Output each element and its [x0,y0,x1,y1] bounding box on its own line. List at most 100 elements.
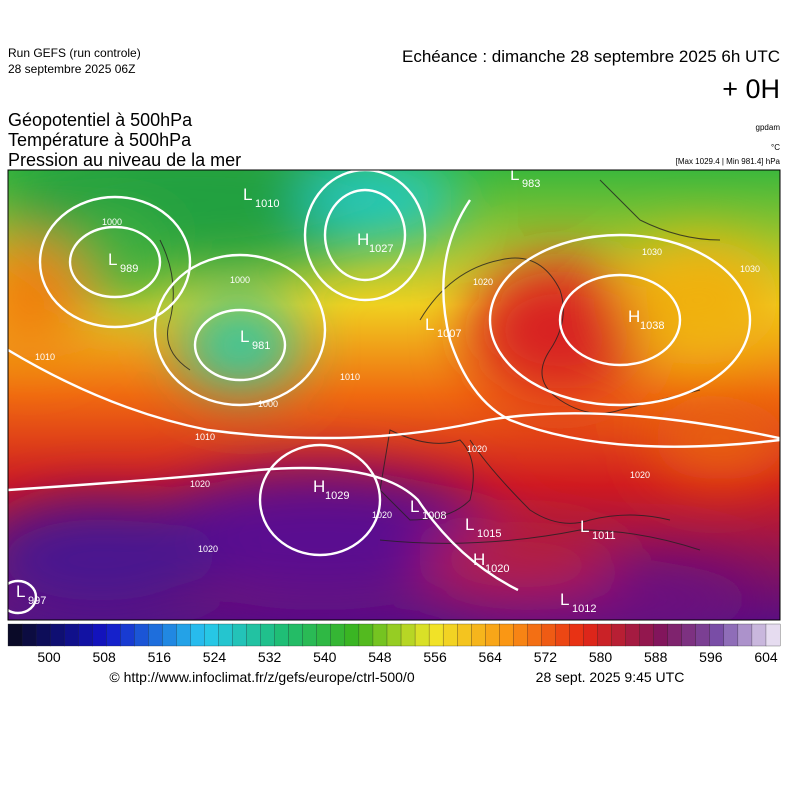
colorbar-swatch [471,623,486,647]
colorbar-swatch [653,623,669,647]
isobar-label: 1010 [195,432,215,442]
center-pressure: 1015 [477,528,501,540]
center-letter: L [240,327,249,346]
colorbar-swatch [583,623,598,647]
colorbar-swatch [232,623,248,647]
colorbar-swatch [667,623,683,647]
field: Pression au niveau de la mer [8,150,241,170]
colorbar-swatch [134,623,149,647]
map-frame [7,169,781,621]
colorbar-swatch [485,623,500,647]
center-pressure: 983 [522,178,540,190]
colorbar-swatch [400,623,416,647]
isobar-label: 1020 [372,510,392,520]
colorbar-swatch [106,623,121,647]
colorbar-swatch [302,623,318,647]
colorbar-label: 588 [644,649,668,665]
colorbar-label: 596 [699,649,723,665]
colorbar-swatch [499,623,514,647]
center-letter: L [465,515,474,534]
colorbar-label: 572 [534,649,558,665]
colorbar-swatch [555,623,570,647]
colorbar-label: 548 [368,649,392,665]
center-letter: L [243,185,252,204]
center-letter: L [425,315,434,334]
colorbar-label: 508 [92,649,116,665]
colorbar-swatch [35,623,51,647]
colorbar-swatch [92,623,107,647]
unit: gpdam [756,123,781,132]
isobar-label: 1010 [35,352,55,362]
center-letter: L [16,582,25,601]
colorbar-swatch [513,623,528,647]
colorbar-label: 604 [754,649,778,665]
isobar-label: 1020 [630,470,650,480]
center-letter: L [108,250,117,269]
colorbar-swatch [162,623,177,647]
run: Run GEFS (run controle) [8,46,141,60]
colorbar-swatch [737,623,753,647]
isobar-label: 1000 [102,217,122,227]
colorbar-swatch [218,623,234,647]
isobar-label: 1020 [467,444,487,454]
center-pressure: 1007 [437,328,461,340]
center-letter: H [628,307,640,326]
colorbar-swatch [569,623,584,647]
colorbar-swatch [344,623,360,647]
colorbar-swatch [78,623,93,647]
colorbar-swatch [541,623,556,647]
colorbar-swatch [442,623,458,647]
isobar-label: 1000 [258,399,278,409]
isobar-label: 1010 [340,372,360,382]
colorbar-swatch [681,623,697,647]
colorbar-swatch [765,623,781,647]
isobar-label: 1020 [473,277,493,287]
colorbar-swatch [597,623,613,647]
center-pressure: 1008 [422,510,446,522]
generated: 28 sept. 2025 9:45 UTC [536,669,685,685]
center-pressure: 981 [252,340,270,352]
colorbar-swatch [204,623,219,647]
lead-time: + 0H [722,74,780,104]
colorbar-swatch [274,623,290,647]
colorbar-swatch [639,623,655,647]
center-letter: L [510,165,519,184]
colorbar-swatch [695,623,711,647]
colorbar-swatch [288,623,304,647]
center-pressure: 989 [120,263,138,275]
colorbar-swatch [316,623,332,647]
colorbar-swatch [428,623,444,647]
isobar-label: 1030 [642,247,662,257]
colorbar-swatch [21,623,37,647]
colorbar-label: 556 [423,649,447,665]
center-letter: L [580,517,589,536]
isobar-label: 1020 [190,479,210,489]
field: Température à 500hPa [8,130,192,150]
colorbar-label: 564 [479,649,503,665]
center-pressure: 1010 [255,198,279,210]
colorbar-label: 540 [313,649,337,665]
colorbar-swatch [611,623,627,647]
field: Géopotentiel à 500hPa [8,110,193,130]
center-letter: L [560,590,569,609]
unit: °C [771,143,780,152]
center-pressure: 1020 [485,563,509,575]
colorbar-swatch [457,623,472,647]
colorbar-swatch [49,623,65,647]
echeance: Echéance : dimanche 28 septembre 2025 6h… [402,47,780,66]
colorbar-swatch [386,623,402,647]
colorbar-swatch [63,623,79,647]
colorbar-swatch [260,623,276,647]
colorbar-label: 516 [148,649,172,665]
run-date: 28 septembre 2025 06Z [8,62,135,76]
colorbar-swatch [723,623,739,647]
colorbar-swatch [625,623,641,647]
colorbar-swatch [709,623,725,647]
center-letter: H [313,477,325,496]
range: [Max 1029.4 | Min 981.4] hPa [676,157,781,166]
isobar-label: 1000 [230,275,250,285]
colorbar-swatch [148,623,163,647]
colorbar-swatch [358,623,374,647]
center-letter: H [357,230,369,249]
